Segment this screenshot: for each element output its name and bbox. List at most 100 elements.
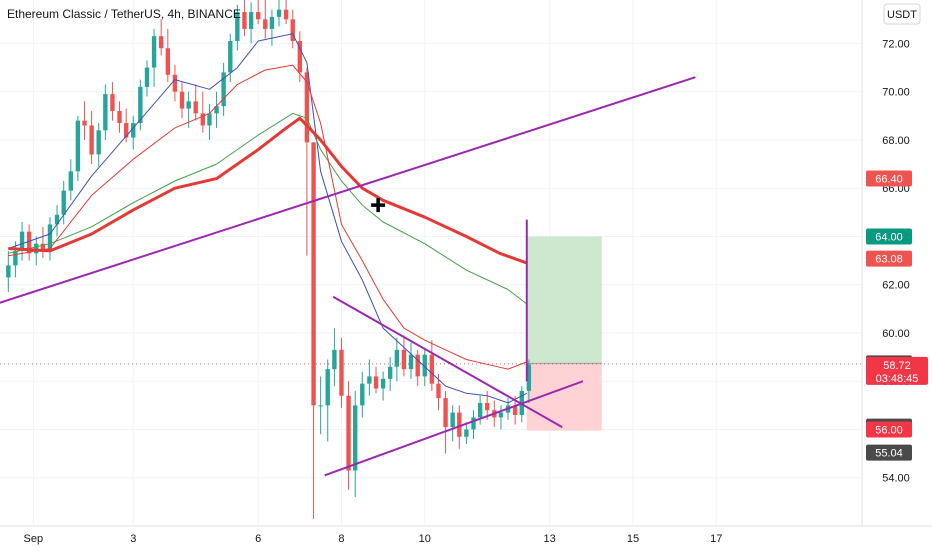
trend-line xyxy=(332,295,563,428)
candle-body xyxy=(290,19,295,42)
candle-body xyxy=(19,231,25,251)
candle-body xyxy=(373,376,379,389)
price-axis-bg xyxy=(862,0,932,550)
candle-body xyxy=(40,243,46,251)
ema-thick-line xyxy=(8,116,528,265)
candle-body xyxy=(54,214,60,225)
candle-body xyxy=(269,16,275,29)
candle-body xyxy=(242,12,247,29)
candle-body xyxy=(110,94,115,111)
candle-body xyxy=(477,402,483,418)
candle-body xyxy=(457,412,462,437)
candle-body xyxy=(325,369,330,406)
candle-body xyxy=(526,364,532,391)
candle-body xyxy=(248,12,254,29)
time-tick-label: 15 xyxy=(627,533,639,545)
price-tick-label: 68.00 xyxy=(882,135,910,147)
candle-body xyxy=(255,12,261,20)
time-tick-label: 8 xyxy=(338,533,344,545)
candle-body xyxy=(353,405,358,471)
candle-body xyxy=(144,67,150,87)
price-axis: USDT 54.0058.0060.0062.0066.0068.0070.00… xyxy=(861,0,932,550)
candle-body xyxy=(436,383,441,399)
trend-line xyxy=(0,76,696,304)
candle-body xyxy=(464,429,469,437)
candle-body xyxy=(75,120,81,172)
candle-body xyxy=(346,395,351,471)
grid xyxy=(0,0,862,526)
candle-body xyxy=(61,190,66,215)
price-label-bg xyxy=(866,444,912,461)
trend-line xyxy=(324,380,584,477)
price-label-bg xyxy=(866,170,912,187)
time-tick-label: 3 xyxy=(130,533,136,545)
candle-body xyxy=(47,224,53,251)
candle-body xyxy=(165,48,171,75)
candle-body xyxy=(339,349,344,396)
price-label: 66.40 xyxy=(875,174,903,186)
candle-body xyxy=(311,142,316,406)
candle-body xyxy=(34,243,39,254)
candle-body xyxy=(443,398,448,428)
candle-body xyxy=(117,110,122,124)
trend-lines xyxy=(0,76,696,477)
time-tick-label: Sep xyxy=(24,533,44,545)
candle-body xyxy=(401,349,407,370)
price-tick-label: 54.00 xyxy=(882,473,910,485)
candle-body xyxy=(82,120,87,126)
currency-label: USDT xyxy=(887,9,917,21)
candle-body xyxy=(221,72,226,107)
time-tick-label: 10 xyxy=(419,533,431,545)
candle-body xyxy=(380,378,386,389)
time-tick-label: 6 xyxy=(255,533,261,545)
price-label: 55.04 xyxy=(875,448,903,460)
candle-body xyxy=(207,113,212,126)
price-label: 56.00 xyxy=(875,424,903,436)
candle-body xyxy=(96,130,101,155)
candle-body xyxy=(367,376,372,384)
candle-body xyxy=(498,412,504,418)
moving-averages xyxy=(8,33,528,404)
time-axis: Sep 3 6 8 10 13 15 17 xyxy=(0,525,932,545)
candle-body xyxy=(200,113,205,126)
candle-body xyxy=(360,383,365,406)
position-zones xyxy=(0,236,862,431)
price-tick-label: 60.00 xyxy=(882,328,910,340)
candle-body xyxy=(263,19,268,29)
candle-body xyxy=(123,123,129,138)
candle-body xyxy=(158,36,164,49)
candle-body xyxy=(235,12,240,42)
price-tick-label: 70.00 xyxy=(882,87,910,99)
price-tick-label: 72.00 xyxy=(882,38,910,50)
candle-body xyxy=(89,125,94,155)
candle-body xyxy=(172,74,178,92)
candle-body xyxy=(13,250,18,266)
candle-body xyxy=(186,101,191,109)
candle-body xyxy=(179,91,185,109)
ema-green-line xyxy=(8,112,528,305)
price-label: 63.08 xyxy=(875,254,903,266)
candle-body xyxy=(450,412,455,428)
candle-body xyxy=(387,366,393,379)
price-label-bg xyxy=(866,228,912,245)
candle-body xyxy=(297,41,303,73)
candle-body xyxy=(408,354,414,370)
candle-body xyxy=(512,405,518,416)
price-label-bg xyxy=(866,250,912,267)
candle-body xyxy=(304,72,310,143)
ema-blue-line xyxy=(8,33,528,404)
candle-body xyxy=(318,405,323,407)
price-tick-label: 62.00 xyxy=(882,280,910,292)
candle-body xyxy=(68,171,73,191)
candle-body xyxy=(214,106,219,114)
candles xyxy=(6,0,532,519)
profit-zone xyxy=(526,236,602,364)
candle-body xyxy=(332,349,337,370)
candle-body xyxy=(276,9,282,17)
candle-body xyxy=(485,402,490,411)
candle-body xyxy=(6,265,11,278)
candle-body xyxy=(131,123,136,138)
currency-badge[interactable] xyxy=(883,3,921,25)
